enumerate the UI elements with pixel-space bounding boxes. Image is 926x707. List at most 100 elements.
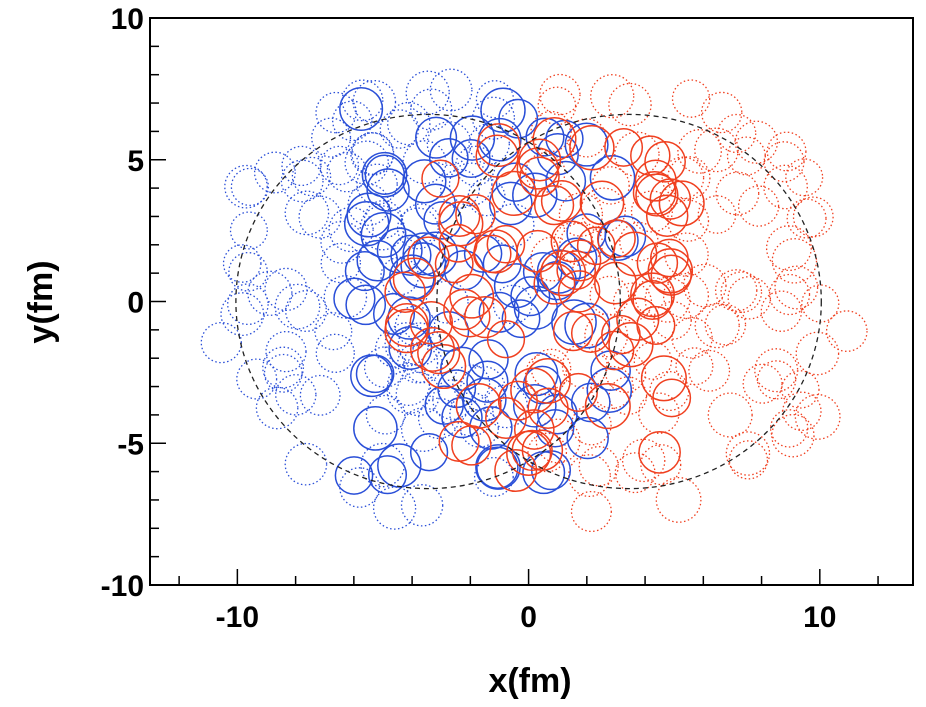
nucleon-point (512, 172, 558, 218)
nucleon-point (484, 384, 529, 429)
nucleon-point (589, 275, 630, 316)
tick-marks (150, 17, 879, 586)
nucleon-point (608, 322, 654, 368)
nucleon-point (405, 70, 450, 115)
nucleon-point (769, 409, 809, 448)
nucleon-point (360, 211, 407, 258)
nucleon-point (519, 156, 560, 198)
nucleon-point (662, 272, 710, 319)
nucleon-point (417, 330, 461, 375)
nucleon-point (737, 185, 780, 227)
nucleon-point (570, 313, 611, 353)
nucleon-point (513, 409, 555, 450)
nucleon-point (253, 151, 296, 194)
nucleon-point (466, 360, 509, 403)
nucleon-point (377, 443, 422, 488)
nucleon-point (742, 363, 783, 404)
nucleon-point (533, 262, 576, 305)
nucleon-point (715, 171, 760, 216)
nucleon-point (634, 159, 677, 202)
nucleon-point (664, 232, 709, 277)
nucleon-point (564, 122, 609, 167)
nucleon-point (765, 225, 812, 272)
nucleon-point (682, 263, 727, 308)
nucleon-point (314, 312, 353, 351)
nucleon-point (400, 484, 444, 527)
nucleon-point (402, 140, 447, 185)
nucleon-point (771, 413, 815, 458)
nucleon-point (229, 211, 268, 250)
nucleon-point (473, 456, 514, 497)
nucleon-point (513, 285, 558, 330)
nucleon-point (438, 223, 478, 263)
nucleon-point (291, 156, 332, 197)
nucleon-point (608, 82, 652, 127)
nucleon-point (636, 305, 676, 345)
nucleon-point (281, 145, 322, 187)
series-nucleus-A-participants (333, 86, 647, 495)
nucleon-point (440, 168, 480, 209)
nucleon-point (578, 446, 619, 487)
nucleon-point (794, 393, 841, 440)
nucleon-point (488, 181, 533, 226)
nucleon-point (558, 372, 598, 412)
nucleon-point (510, 367, 557, 414)
y-tick-label: 5 (127, 145, 144, 178)
nucleon-point (661, 156, 705, 200)
nucleon-point (621, 438, 666, 483)
nucleon-point (524, 357, 571, 404)
nucleon-point (476, 446, 519, 489)
nucleon-point (355, 354, 395, 394)
nucleon-point (410, 88, 453, 131)
nucleon-point (570, 490, 612, 533)
nucleon-point (471, 96, 516, 140)
nucleon-point (652, 378, 692, 418)
nucleon-point (694, 302, 740, 349)
nucleon-point (334, 456, 374, 495)
nucleon-point (792, 196, 834, 238)
nucleon-point (363, 346, 406, 388)
nucleon-point (632, 279, 673, 321)
nucleon-point (630, 272, 675, 318)
nucleon-point (726, 136, 766, 176)
nucleon-point (284, 442, 328, 486)
nucleon-point (333, 277, 376, 320)
nucleon-point (409, 433, 449, 472)
y-tick-label: 10 (111, 3, 144, 36)
nucleon-point (455, 193, 496, 235)
nucleon-point (545, 160, 587, 202)
nucleon-point (476, 123, 521, 168)
nucleon-point (343, 200, 390, 247)
nucleon-point (495, 162, 536, 202)
nucleon-point (356, 239, 399, 282)
nucleon-point (403, 343, 443, 384)
nucleon-point (415, 116, 458, 159)
nucleon-point (655, 476, 702, 523)
nucleon-point (421, 343, 467, 390)
nucleon-point (667, 156, 711, 200)
nucleon-point (728, 440, 769, 480)
nucleon-point (638, 392, 680, 434)
x-tick-label: -10 (216, 601, 259, 634)
nucleon-point (658, 180, 705, 227)
nucleon-point (315, 91, 357, 134)
nucleon-point (409, 301, 454, 345)
nucleon-point (455, 382, 502, 429)
nucleon-point (315, 333, 355, 373)
nucleon-point (650, 254, 692, 296)
nucleon-point (511, 429, 553, 472)
nucleon-point (274, 283, 321, 330)
nucleon-point (688, 349, 731, 392)
nucleon-point (475, 80, 515, 119)
nucleon-point (284, 190, 330, 236)
nucleon-point (579, 180, 625, 226)
nucleon-point (640, 444, 682, 486)
nucleon-point (452, 364, 491, 403)
nucleon-point (556, 250, 597, 290)
nucleon-point (339, 86, 384, 132)
x-tick-label: 10 (803, 601, 836, 634)
nucleon-point (590, 365, 634, 409)
nucleon-point (567, 118, 607, 158)
nucleon-point (480, 87, 526, 133)
nucleon-point (449, 296, 491, 338)
